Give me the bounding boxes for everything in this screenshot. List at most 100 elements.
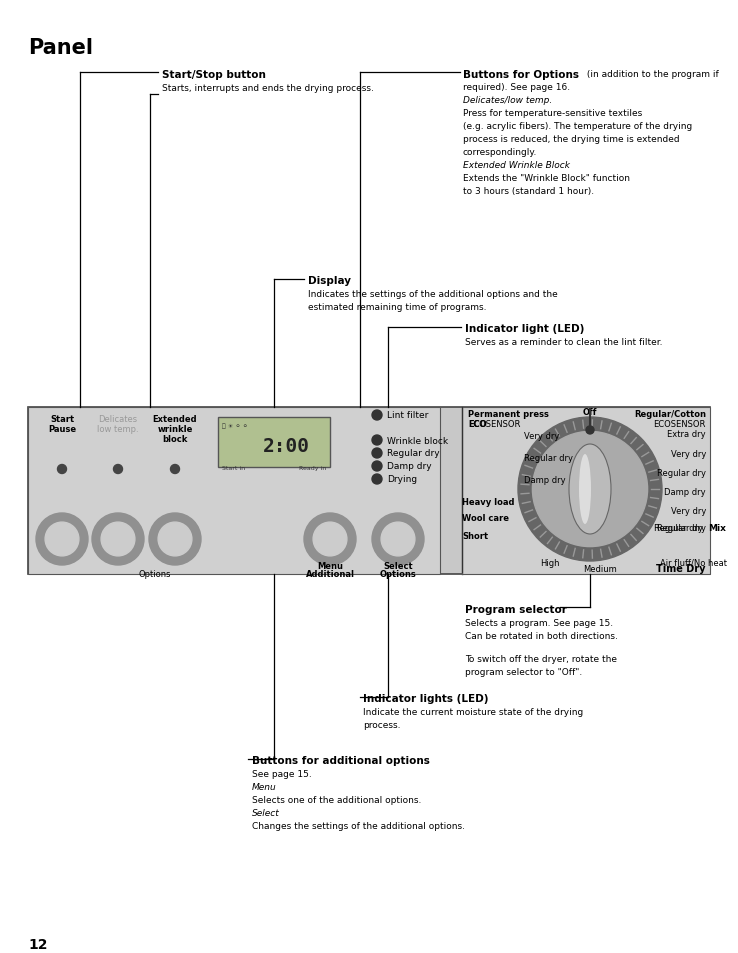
Text: Heavy load: Heavy load: [462, 497, 514, 506]
Text: (in addition to the program if: (in addition to the program if: [584, 70, 719, 79]
Circle shape: [586, 427, 594, 435]
Text: Indicator lights (LED): Indicator lights (LED): [363, 693, 489, 703]
Text: Buttons for Options: Buttons for Options: [463, 70, 579, 80]
Text: Menu: Menu: [252, 782, 277, 791]
Circle shape: [313, 522, 347, 557]
Text: Select: Select: [252, 808, 280, 817]
Text: Buttons for additional options: Buttons for additional options: [252, 755, 430, 765]
Text: Additional: Additional: [306, 569, 354, 578]
Text: Very dry: Very dry: [524, 432, 559, 440]
Ellipse shape: [569, 444, 611, 535]
Text: estimated remaining time of programs.: estimated remaining time of programs.: [308, 303, 486, 312]
Text: Selects one of the additional options.: Selects one of the additional options.: [252, 795, 421, 804]
Circle shape: [170, 465, 179, 474]
Text: Select: Select: [383, 561, 413, 571]
Text: Extended: Extended: [153, 415, 197, 423]
Circle shape: [158, 522, 192, 557]
Text: Delicates/low temp.: Delicates/low temp.: [463, 96, 552, 105]
Text: Lint filter: Lint filter: [387, 411, 428, 420]
Bar: [28, 408, 710, 575]
Text: Panel: Panel: [28, 38, 93, 58]
Text: Damp dry: Damp dry: [387, 462, 432, 471]
Text: Short: Short: [462, 532, 488, 540]
Text: Drying: Drying: [387, 475, 417, 484]
Text: Damp dry: Damp dry: [664, 488, 706, 497]
Text: Air fluff/No heat: Air fluff/No heat: [660, 558, 727, 567]
Circle shape: [149, 514, 201, 565]
Text: Wool care: Wool care: [462, 514, 509, 522]
Text: Options: Options: [379, 569, 416, 578]
Text: Damp dry: Damp dry: [524, 476, 565, 484]
Circle shape: [372, 475, 382, 484]
Circle shape: [518, 417, 662, 561]
Text: Press for temperature-sensitive textiles: Press for temperature-sensitive textiles: [463, 109, 642, 118]
Text: block: block: [162, 435, 187, 443]
Text: Starts, interrupts and ends the drying process.: Starts, interrupts and ends the drying p…: [162, 84, 374, 92]
Text: Very dry: Very dry: [671, 450, 706, 458]
Text: Mix: Mix: [708, 523, 726, 533]
Text: Off: Off: [583, 408, 597, 416]
Bar: [28, 408, 440, 575]
Text: to 3 hours (standard 1 hour).: to 3 hours (standard 1 hour).: [463, 187, 594, 195]
Text: Regular dry: Regular dry: [657, 523, 706, 533]
Circle shape: [532, 432, 648, 547]
Circle shape: [36, 514, 88, 565]
Text: Start: Start: [50, 415, 74, 423]
Text: (e.g. acrylic fibers). The temperature of the drying: (e.g. acrylic fibers). The temperature o…: [463, 122, 692, 131]
Text: To switch off the dryer, rotate the: To switch off the dryer, rotate the: [465, 655, 617, 663]
Text: Medium: Medium: [583, 564, 617, 574]
Text: Menu: Menu: [317, 561, 343, 571]
Text: Extends the "Wrinkle Block" function: Extends the "Wrinkle Block" function: [463, 173, 630, 183]
Text: Serves as a reminder to clean the lint filter.: Serves as a reminder to clean the lint f…: [465, 337, 663, 347]
Text: Options: Options: [139, 569, 171, 578]
Text: Indicator light (LED): Indicator light (LED): [465, 324, 584, 334]
Text: Regular/Cotton: Regular/Cotton: [634, 410, 706, 418]
Text: Indicate the current moisture state of the drying: Indicate the current moisture state of t…: [363, 707, 583, 717]
Text: Regular dry: Regular dry: [657, 469, 706, 477]
Bar: [218, 417, 330, 468]
Circle shape: [92, 514, 144, 565]
Text: ⏰ ☀ ⚪ ⚪: ⏰ ☀ ⚪ ⚪: [222, 422, 248, 428]
Text: ECO: ECO: [468, 419, 487, 429]
Text: Regular dry: Regular dry: [655, 523, 706, 533]
Text: program selector to "Off".: program selector to "Off".: [465, 667, 582, 677]
Text: ECOSENSOR: ECOSENSOR: [468, 419, 520, 429]
Text: Changes the settings of the additional options.: Changes the settings of the additional o…: [252, 821, 465, 830]
Text: Can be rotated in both directions.: Can be rotated in both directions.: [465, 631, 618, 640]
Circle shape: [372, 449, 382, 458]
Circle shape: [114, 465, 123, 474]
Circle shape: [304, 514, 356, 565]
Text: Pause: Pause: [48, 424, 76, 434]
Text: required). See page 16.: required). See page 16.: [463, 83, 570, 91]
Text: low temp.: low temp.: [97, 424, 139, 434]
Text: correspondingly.: correspondingly.: [463, 148, 537, 157]
Circle shape: [45, 522, 79, 557]
Text: process.: process.: [363, 720, 401, 729]
Text: Time Dry: Time Dry: [657, 563, 706, 574]
Text: Extra dry: Extra dry: [667, 430, 706, 438]
Circle shape: [372, 461, 382, 472]
Text: Very dry: Very dry: [671, 506, 706, 516]
Text: Delicates: Delicates: [98, 415, 137, 423]
Ellipse shape: [579, 455, 591, 524]
Text: Regular dry: Regular dry: [524, 454, 573, 462]
Bar: [462, 408, 710, 575]
Text: Selects a program. See page 15.: Selects a program. See page 15.: [465, 618, 613, 627]
Text: wrinkle: wrinkle: [157, 424, 193, 434]
Text: 12: 12: [28, 937, 47, 951]
Text: Display: Display: [308, 275, 351, 286]
Circle shape: [372, 436, 382, 446]
Text: Extended Wrinkle Block: Extended Wrinkle Block: [463, 161, 570, 170]
Text: Program selector: Program selector: [465, 604, 567, 615]
Circle shape: [372, 514, 424, 565]
Text: 2:00: 2:00: [263, 437, 309, 456]
Text: Wrinkle block: Wrinkle block: [387, 436, 448, 445]
Circle shape: [101, 522, 135, 557]
Text: Indicates the settings of the additional options and the: Indicates the settings of the additional…: [308, 290, 558, 298]
Text: Start in: Start in: [222, 465, 245, 471]
Circle shape: [372, 411, 382, 420]
Text: Start/Stop button: Start/Stop button: [162, 70, 266, 80]
Circle shape: [381, 522, 415, 557]
Text: Regular dry: Regular dry: [387, 449, 440, 458]
Text: Ready in: Ready in: [299, 465, 326, 471]
